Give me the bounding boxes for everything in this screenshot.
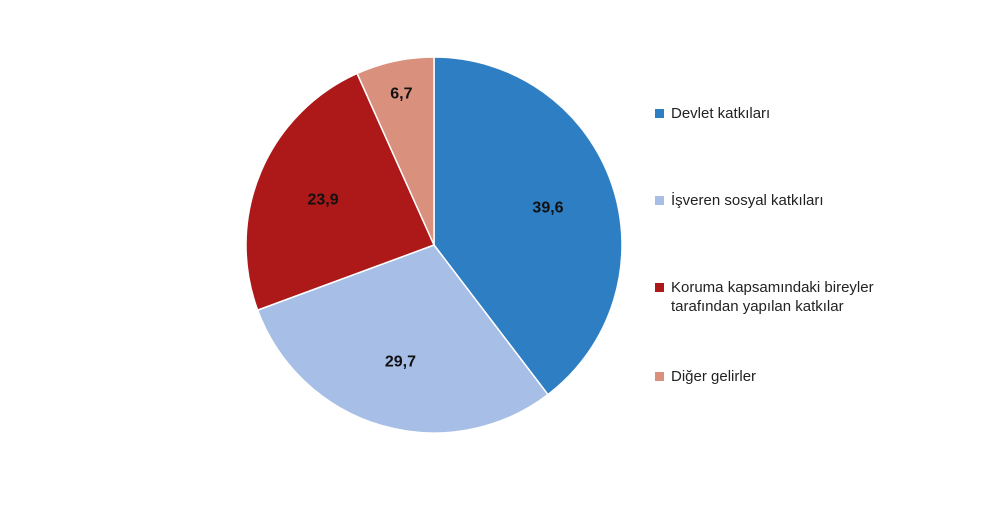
pie-data-label: 29,7 bbox=[385, 354, 416, 371]
legend-label: Diğer gelirler bbox=[671, 368, 756, 385]
pie-slice bbox=[356, 56, 435, 246]
legend-item: Diğer gelirler bbox=[655, 368, 756, 385]
legend: Devlet katkıları İşveren sosyal katkıları… bbox=[655, 105, 874, 385]
pie-slice bbox=[256, 244, 549, 434]
pie-slice bbox=[433, 56, 623, 396]
legend-item: Devlet katkıları bbox=[655, 105, 770, 122]
pie-data-label: 23,9 bbox=[308, 191, 339, 208]
legend-label: tarafından yapılan katkılar bbox=[671, 298, 844, 315]
pie-slice bbox=[245, 72, 436, 312]
legend-swatch bbox=[655, 196, 664, 205]
pie-data-label: 39,6 bbox=[532, 200, 563, 217]
pie-slices bbox=[245, 56, 623, 434]
pie-data-labels: 39,6 29,7 23,9 6,7 bbox=[308, 85, 564, 370]
legend-swatch bbox=[655, 372, 664, 381]
legend-item: Koruma kapsamındaki bireyler tarafından y… bbox=[655, 279, 874, 315]
legend-item: İşveren sosyal katkıları bbox=[655, 191, 824, 209]
legend-label: Koruma kapsamındaki bireyler bbox=[671, 279, 874, 296]
legend-swatch bbox=[655, 109, 664, 118]
legend-label: Devlet katkıları bbox=[671, 105, 770, 122]
legend-label: İşveren sosyal katkıları bbox=[671, 191, 824, 209]
pie-data-label: 6,7 bbox=[390, 85, 412, 102]
legend-swatch bbox=[655, 283, 664, 292]
